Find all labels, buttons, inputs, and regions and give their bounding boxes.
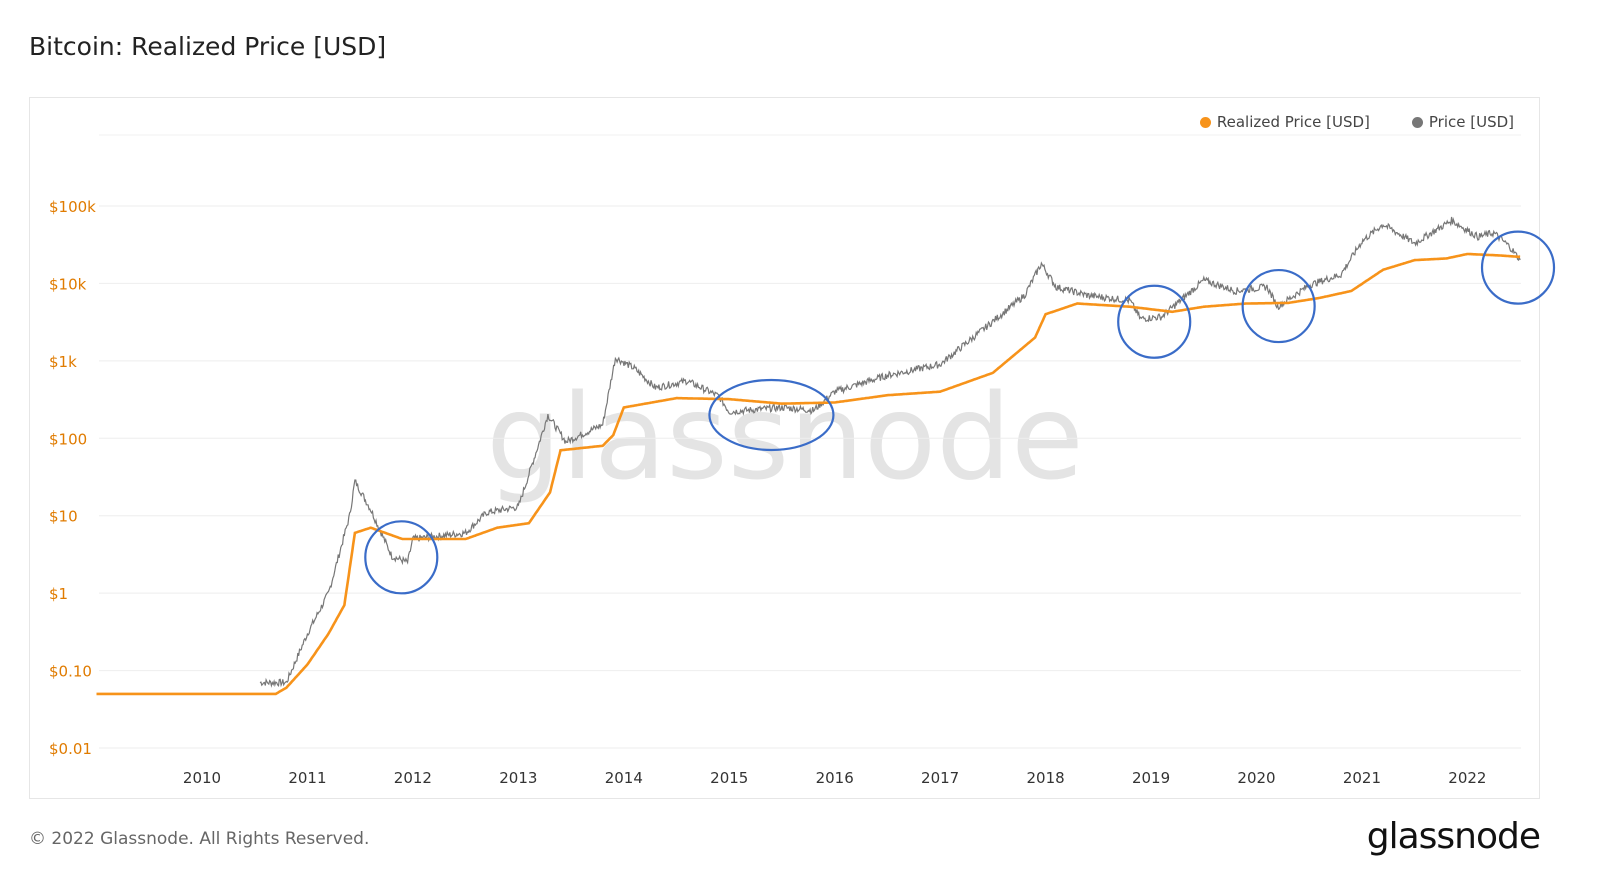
- annotation-circle: [1480, 230, 1556, 305]
- y-tick-label: $10: [49, 508, 78, 526]
- chart-title: Bitcoin: Realized Price [USD]: [29, 32, 387, 61]
- x-tick-label: 2010: [183, 769, 221, 787]
- y-tick-label: $10k: [49, 275, 87, 293]
- legend-dot-icon: [1199, 116, 1211, 128]
- y-tick-label: $1k: [49, 353, 77, 371]
- y-tick-label: $1: [49, 585, 68, 603]
- legend-item-realized-price[interactable]: Realized Price [USD]: [1199, 113, 1370, 131]
- x-tick-label: 2022: [1448, 769, 1486, 787]
- x-tick-label: 2015: [710, 769, 748, 787]
- y-tick-label: $100k: [49, 198, 96, 216]
- annotation-circle: [708, 378, 835, 452]
- copyright: © 2022 Glassnode. All Rights Reserved.: [29, 829, 370, 849]
- x-tick-label: 2018: [1027, 769, 1065, 787]
- x-tick-label: 2013: [499, 769, 537, 787]
- watermark: glassnode: [486, 368, 1083, 506]
- y-tick-label: $0.01: [49, 740, 92, 758]
- y-tick-label: $100: [49, 430, 87, 448]
- x-tick-label: 2011: [288, 769, 326, 787]
- x-tick-label: 2016: [816, 769, 854, 787]
- annotation-circle: [364, 520, 439, 595]
- legend-dot-icon: [1411, 116, 1423, 128]
- realized-price-line: [96, 252, 1521, 696]
- x-tick-label: 2021: [1343, 769, 1381, 787]
- y-tick-label: $0.10: [49, 663, 92, 681]
- x-tick-label: 2012: [394, 769, 432, 787]
- x-tick-label: 2017: [921, 769, 959, 787]
- legend-item-price[interactable]: Price [USD]: [1411, 113, 1514, 131]
- price-line: [259, 216, 1521, 688]
- x-tick-label: 2014: [605, 769, 643, 787]
- x-tick-label: 2020: [1237, 769, 1275, 787]
- brand-logo: glassnode: [1366, 816, 1541, 857]
- legend-label: Price [USD]: [1428, 113, 1514, 131]
- annotation-circle: [1117, 284, 1192, 359]
- annotation-circle: [1241, 268, 1316, 344]
- legend-label: Realized Price [USD]: [1216, 113, 1370, 131]
- legend: Realized Price [USD] Price [USD]: [1199, 113, 1514, 131]
- x-tick-label: 2019: [1132, 769, 1170, 787]
- chart-frame: [29, 97, 1540, 799]
